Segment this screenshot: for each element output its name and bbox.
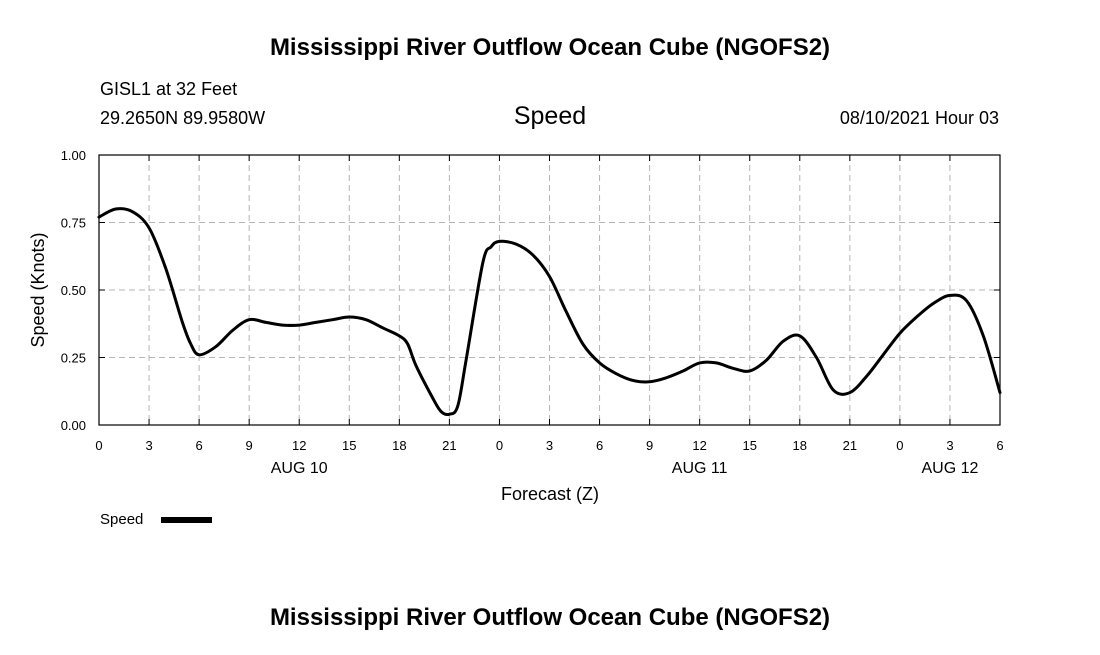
y-tick-label: 0.50	[61, 283, 86, 298]
x-tick-label: 21	[442, 438, 456, 453]
timestamp-label: 08/10/2021 Hour 03	[840, 108, 999, 128]
grid-layer	[99, 155, 1000, 425]
x-tick-label: 9	[646, 438, 653, 453]
x-tick-label: 6	[996, 438, 1003, 453]
x-date-label: AUG 11	[672, 460, 728, 477]
chart-title-top: Mississippi River Outflow Ocean Cube (NG…	[270, 34, 830, 61]
x-tick-label: 18	[793, 438, 807, 453]
y-tick-label: 1.00	[61, 148, 86, 163]
y-tick-label: 0.75	[61, 216, 86, 231]
series-line-speed	[97, 207, 1002, 417]
chart-title-bottom: Mississippi River Outflow Ocean Cube (NG…	[270, 604, 830, 631]
x-tick-label: 12	[292, 438, 306, 453]
x-tick-label: 15	[342, 438, 356, 453]
y-axis-label: Speed (Knots)	[28, 232, 48, 347]
x-tick-label: 3	[145, 438, 152, 453]
y-tick-label: 0.25	[61, 351, 86, 366]
variable-title: Speed	[514, 102, 586, 130]
x-date-label: AUG 10	[271, 460, 328, 477]
tick-layer: 0 3 6 9 12 15 18 21 0 3 6 9 12 15 18 21 0 3 6 0.00 0.25 0.50 0…	[61, 148, 1004, 477]
y-tick-label: 0.00	[61, 418, 86, 433]
x-tick-label: 0	[95, 438, 102, 453]
x-axis-label: Forecast (Z)	[501, 484, 599, 504]
series-layer	[97, 207, 1002, 417]
x-tick-label: 21	[843, 438, 857, 453]
legend-label: Speed	[100, 511, 143, 528]
station-label: GISL1 at 32 Feet	[100, 79, 237, 99]
x-tick-label: 6	[596, 438, 603, 453]
x-tick-label: 9	[246, 438, 253, 453]
x-tick-label: 3	[546, 438, 553, 453]
x-date-label: AUG 12	[921, 460, 978, 477]
x-tick-label: 12	[692, 438, 706, 453]
x-tick-label: 0	[496, 438, 503, 453]
x-tick-label: 6	[195, 438, 202, 453]
x-tick-label: 15	[742, 438, 756, 453]
x-tick-label: 18	[392, 438, 406, 453]
x-tick-label: 0	[896, 438, 903, 453]
x-tick-label: 3	[946, 438, 953, 453]
location-label: 29.2650N 89.9580W	[100, 108, 265, 128]
